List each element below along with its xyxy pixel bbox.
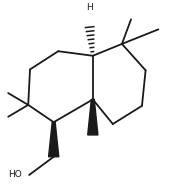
- Polygon shape: [88, 100, 98, 135]
- Polygon shape: [49, 122, 59, 157]
- Text: HO: HO: [8, 171, 22, 179]
- Text: H: H: [86, 3, 93, 12]
